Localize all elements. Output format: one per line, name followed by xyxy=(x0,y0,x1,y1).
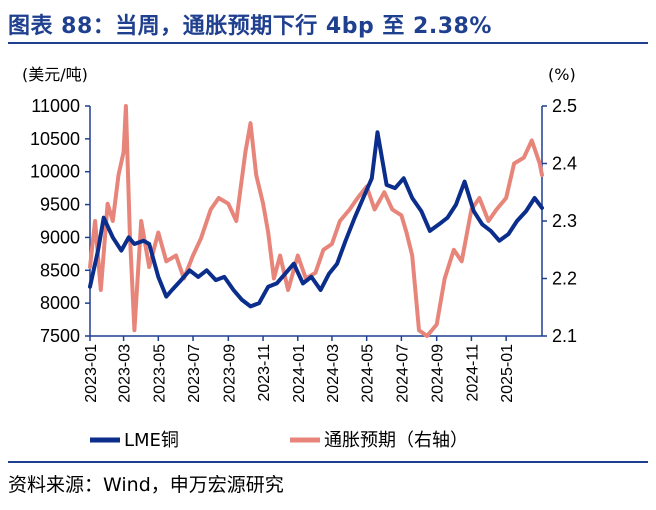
title-rule xyxy=(8,42,648,44)
y-tick-label-left: 10500 xyxy=(30,129,80,149)
y-tick-label-left: 9000 xyxy=(40,227,80,247)
series-group xyxy=(88,104,544,338)
legend-label-copper: LME铜 xyxy=(124,430,179,451)
x-tick-label: 2024-09 xyxy=(430,344,447,403)
y-tick-label-right: 2.5 xyxy=(552,96,577,116)
x-tick-label: 2024-11 xyxy=(464,344,481,402)
x-tick-label: 2023-09 xyxy=(221,344,238,403)
x-tick-label: 2023-07 xyxy=(186,344,203,403)
y-tick-label-right: 2.4 xyxy=(552,154,577,174)
y-axis-right-unit: (%) xyxy=(548,65,576,84)
y-tick-label-left: 8500 xyxy=(40,260,80,280)
x-tick-label: 2023-03 xyxy=(117,344,134,403)
y-tick-label-right: 2.3 xyxy=(552,211,577,231)
y-tick-label-left: 10000 xyxy=(30,162,80,182)
source-note: 资料来源：Wind，申万宏源研究 xyxy=(8,474,284,496)
x-tick-label: 2024-01 xyxy=(291,344,308,403)
y-tick-label-left: 11000 xyxy=(31,96,80,116)
x-tick-label: 2024-05 xyxy=(360,344,377,403)
x-tick-label: 2023-11 xyxy=(256,344,273,402)
source-rule xyxy=(8,461,648,463)
y-tick-label-left: 9500 xyxy=(40,195,80,215)
x-tick-label: 2025-01 xyxy=(499,344,516,403)
x-tick-label: 2023-01 xyxy=(83,344,100,403)
y-axis-left-unit: (美元/吨) xyxy=(22,65,88,84)
y-tick-label-left: 8000 xyxy=(40,293,80,313)
series-line-inflation xyxy=(88,104,544,338)
series-line-copper xyxy=(88,130,544,309)
x-tick-label: 2024-03 xyxy=(325,344,342,403)
legend-label-inflation: 通胀预期（右轴） xyxy=(324,430,468,451)
y-tick-label-left: 7500 xyxy=(40,326,80,346)
y-tick-label-right: 2.1 xyxy=(552,326,577,346)
chart: (美元/吨) (%) 7500 8000 8500 9000 9500 10000 10500 1… xyxy=(22,65,577,451)
x-tick-label: 2023-05 xyxy=(151,344,168,403)
axes: (美元/吨) (%) 7500 8000 8500 9000 9500 10000 10500 1… xyxy=(22,65,577,403)
y-tick-label-right: 2.2 xyxy=(552,269,577,289)
legend: LME铜 通胀预期（右轴） xyxy=(90,430,468,451)
page-title: 图表 88：当周，通胀预期下行 4bp 至 2.38% xyxy=(8,14,492,39)
x-tick-label: 2024-07 xyxy=(394,344,411,403)
